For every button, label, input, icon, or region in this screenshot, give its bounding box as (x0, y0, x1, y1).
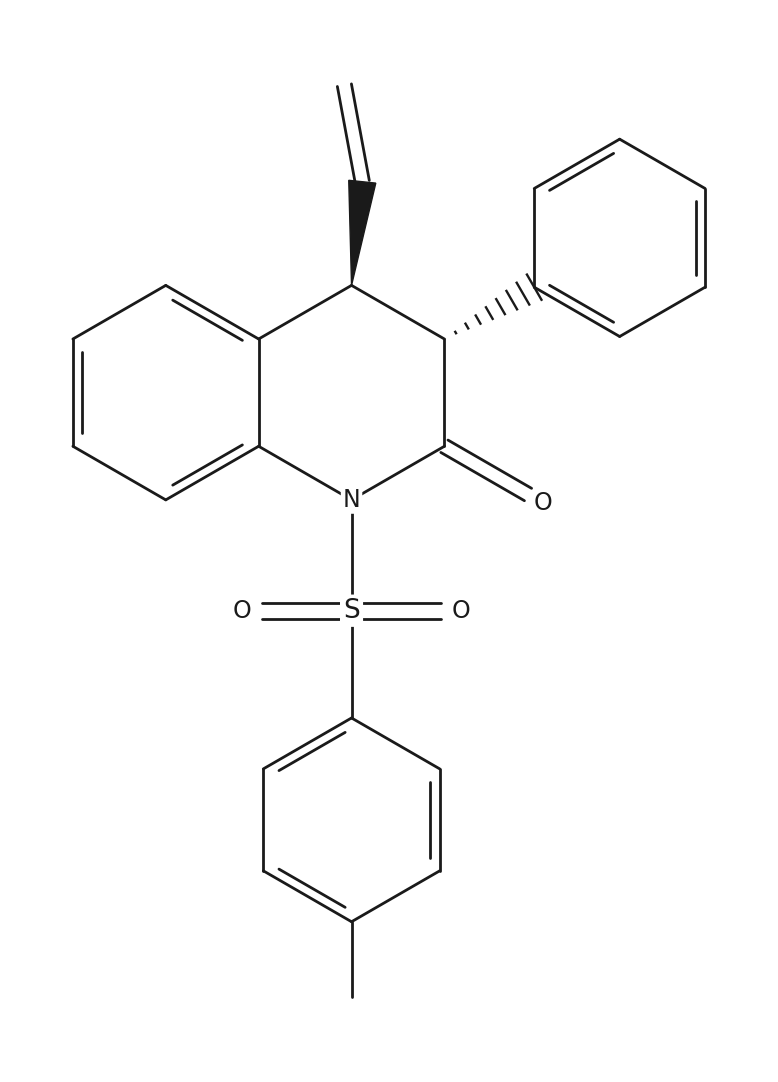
Text: S: S (343, 597, 360, 623)
Text: O: O (451, 598, 471, 623)
Text: O: O (534, 491, 553, 515)
Text: N: N (342, 488, 360, 512)
Polygon shape (349, 181, 376, 286)
Text: O: O (233, 598, 251, 623)
